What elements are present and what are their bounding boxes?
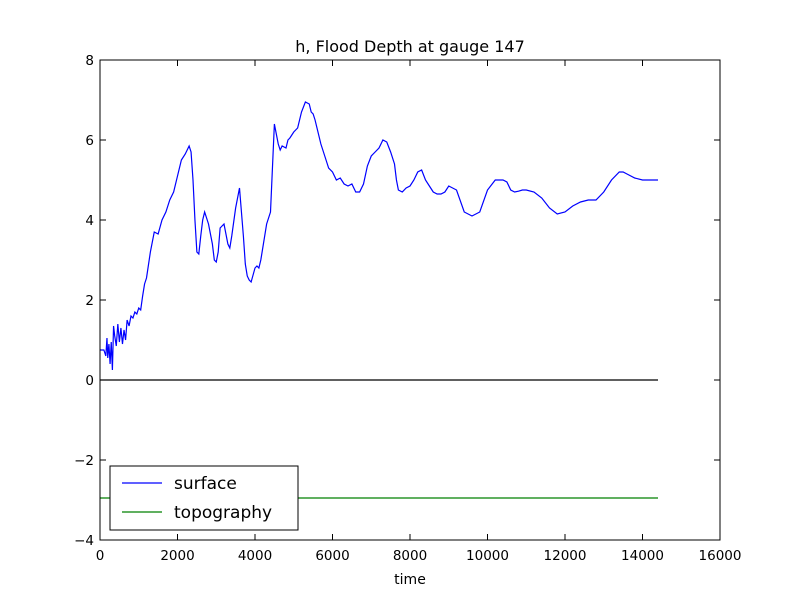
x-tick-label: 0 (96, 548, 105, 564)
x-tick-label: 16000 (699, 548, 742, 564)
legend-label-topography: topography (174, 503, 272, 523)
y-tick-label: 6 (85, 133, 94, 149)
x-tick-label: 6000 (315, 548, 349, 564)
x-tick-label: 12000 (544, 548, 587, 564)
series-line-surface (100, 101, 658, 371)
x-tick-label: 14000 (621, 548, 664, 564)
x-tick-label: 8000 (393, 548, 427, 564)
y-tick-label: −2 (74, 453, 94, 469)
x-axis-label: time (394, 572, 426, 588)
legend-box (109, 465, 299, 531)
x-tick-label: 2000 (160, 548, 194, 564)
y-tick-label: 0 (85, 373, 94, 389)
y-tick-label: −4 (74, 533, 94, 549)
x-tick-label: 10000 (466, 548, 509, 564)
legend-label-surface: surface (174, 474, 237, 494)
y-tick-label: 4 (85, 213, 94, 229)
x-axis: 0 2000 4000 6000 8000 10000 12000 14000 16000 (96, 60, 742, 564)
y-tick-label: 8 (85, 53, 94, 69)
legend: surface topography (109, 465, 299, 531)
y-tick-label: 2 (85, 293, 94, 309)
y-axis: −4 −2 0 2 4 6 8 (74, 53, 720, 549)
chart-title: h, Flood Depth at gauge 147 (295, 37, 525, 56)
x-tick-label: 4000 (238, 548, 272, 564)
